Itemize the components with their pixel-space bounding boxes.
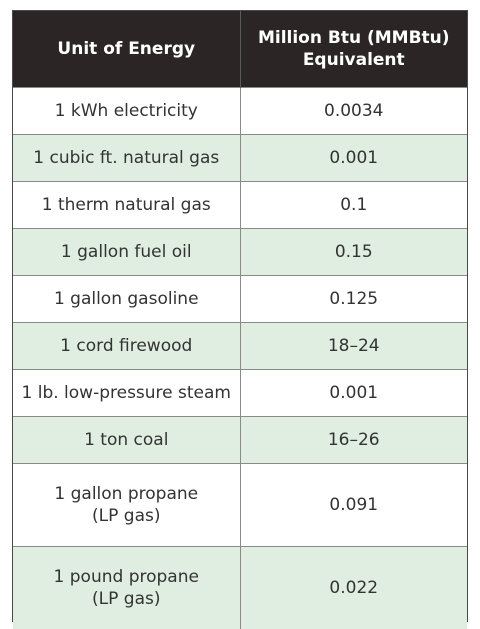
unit-cell: 1 kWh electricity	[13, 87, 241, 135]
value-cell: 0.125	[240, 275, 467, 323]
table-row: 1 gallon propane (LP gas) 0.091	[13, 463, 467, 547]
unit-cell: 1 lb. low-pressure steam	[13, 369, 241, 417]
unit-cell: 1 ton coal	[13, 416, 241, 464]
header-row: Unit of Energy Million Btu (MMBtu) Equiv…	[13, 11, 467, 88]
unit-line-2: (LP gas)	[92, 506, 161, 526]
value-cell: 0.001	[240, 369, 467, 417]
unit-cell: 1 gallon gasoline	[13, 275, 241, 323]
table-row: 1 lb. low-pressure steam 0.001	[13, 369, 467, 417]
unit-cell: 1 therm natural gas	[13, 181, 241, 229]
unit-cell: 1 pound propane (LP gas)	[13, 546, 241, 629]
unit-cell: 1 cord firewood	[13, 322, 241, 370]
unit-line-1: 1 gallon propane	[54, 484, 199, 504]
value-cell: 0.1	[240, 181, 467, 229]
header-mmbtu-line-2: Equivalent	[302, 50, 405, 70]
value-cell: 0.15	[240, 228, 467, 276]
table-row: 1 kWh electricity 0.0034	[13, 87, 467, 135]
value-cell: 0.0034	[240, 87, 467, 135]
unit-line-1: 1 pound propane	[53, 567, 199, 587]
table-row: 1 ton coal 16–26	[13, 416, 467, 464]
table-row: 1 pound propane (LP gas) 0.022	[13, 546, 467, 629]
value-cell: 0.091	[240, 463, 467, 547]
value-cell: 0.022	[240, 546, 467, 629]
unit-cell: 1 gallon fuel oil	[13, 228, 241, 276]
header-unit-of-energy: Unit of Energy	[13, 11, 241, 88]
unit-cell: 1 cubic ft. natural gas	[13, 134, 241, 182]
value-cell: 0.001	[240, 134, 467, 182]
table-row: 1 therm natural gas 0.1	[13, 181, 467, 229]
table-row: 1 cubic ft. natural gas 0.001	[13, 134, 467, 182]
value-cell: 16–26	[240, 416, 467, 464]
header-mmbtu-equivalent: Million Btu (MMBtu) Equivalent	[240, 11, 467, 88]
table-row: 1 gallon fuel oil 0.15	[13, 228, 467, 276]
table-row: 1 cord firewood 18–24	[13, 322, 467, 370]
unit-line-2: (LP gas)	[92, 589, 161, 609]
unit-cell: 1 gallon propane (LP gas)	[13, 463, 241, 547]
energy-conversion-table: Unit of Energy Million Btu (MMBtu) Equiv…	[12, 10, 468, 629]
table: Unit of Energy Million Btu (MMBtu) Equiv…	[13, 11, 467, 629]
table-row: 1 gallon gasoline 0.125	[13, 275, 467, 323]
header-mmbtu-line-1: Million Btu (MMBtu)	[257, 28, 450, 48]
value-cell: 18–24	[240, 322, 467, 370]
